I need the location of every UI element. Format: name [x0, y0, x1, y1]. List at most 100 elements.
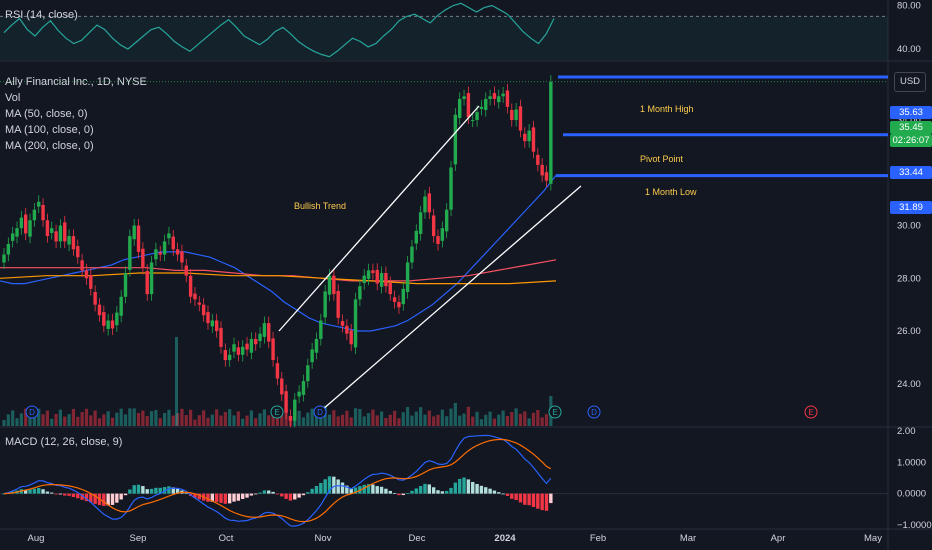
macd-histogram-bar — [214, 493, 219, 503]
volume-bar — [475, 411, 479, 426]
macd-histogram-bar — [245, 493, 249, 498]
macd-histogram-bar — [353, 487, 358, 494]
volume-bar — [505, 416, 510, 426]
volume-bar — [215, 409, 219, 426]
candle-body — [471, 120, 475, 122]
candle-body — [54, 231, 58, 242]
macd-histogram-bar — [436, 490, 440, 494]
volume-bar — [232, 415, 236, 426]
macd-histogram-bar — [284, 493, 288, 499]
price-tick-label: 28.00 — [897, 273, 921, 284]
volume-bar — [210, 414, 214, 426]
volume-bar — [106, 411, 110, 426]
macd-histogram-bar — [267, 490, 271, 494]
candle-body — [236, 347, 241, 355]
macd-histogram-bar — [58, 493, 63, 495]
candle-body — [6, 244, 11, 255]
macd-histogram-bar — [510, 493, 514, 499]
candle-body — [102, 312, 106, 326]
candle-body — [397, 302, 401, 308]
candle-body — [544, 172, 549, 181]
macd-histogram-bar — [462, 477, 466, 494]
macd-histogram-bar — [410, 490, 414, 494]
rsi-legend[interactable]: RSI (14, close) — [5, 9, 78, 21]
volume-bar — [141, 410, 145, 426]
macd-histogram-bar — [162, 487, 167, 494]
macd-legend[interactable]: MACD (12, 26, close, 9) — [5, 436, 123, 448]
candle-body — [336, 290, 340, 318]
candle-body — [123, 273, 128, 297]
volume-bar — [28, 416, 32, 426]
macd-histogram-bar — [63, 493, 67, 496]
candle-body — [379, 273, 384, 287]
volume-bar — [449, 408, 453, 426]
volume-bar — [527, 418, 531, 426]
volume-bar — [371, 409, 375, 426]
x-tick-label: May — [864, 533, 882, 544]
volume-bar — [332, 410, 336, 426]
ma200-legend[interactable]: MA (200, close, 0) — [5, 140, 94, 152]
macd-histogram-bar — [227, 493, 232, 504]
macd-histogram-bar — [24, 489, 28, 494]
volume-bar — [149, 411, 154, 426]
candle-body — [453, 114, 458, 165]
candle-body — [449, 167, 453, 210]
candle-body — [262, 323, 267, 337]
candle-body — [332, 275, 336, 295]
candle-body — [510, 110, 514, 121]
candle-body — [288, 415, 293, 421]
candle-body — [267, 323, 271, 342]
candle-body — [15, 228, 19, 237]
earnings-icon: E — [274, 408, 279, 417]
candle-body — [149, 262, 154, 295]
macd-histogram-bar — [184, 492, 188, 494]
ma100-legend[interactable]: MA (100, close, 0) — [5, 124, 94, 136]
x-tick-label: Mar — [680, 533, 696, 544]
candle-body — [319, 320, 323, 339]
volume-bar — [388, 414, 392, 426]
candles — [2, 75, 553, 428]
candle-body — [375, 269, 379, 284]
macd-histogram-bar — [102, 493, 106, 506]
currency-button[interactable]: USD — [894, 72, 926, 92]
macd-histogram-bar — [50, 492, 54, 494]
macd-histogram-bar — [479, 485, 484, 494]
macd-histogram-bar — [110, 493, 115, 505]
volume-bar — [366, 413, 371, 426]
candle-body — [371, 270, 375, 274]
ma50-legend[interactable]: MA (50, close, 0) — [5, 108, 88, 120]
candle-body — [110, 320, 115, 329]
candle-body — [440, 228, 445, 241]
candle-body — [462, 96, 466, 99]
symbol-title[interactable]: Ally Financial Inc., 1D, NYSE — [5, 76, 147, 88]
volume-bar — [158, 418, 162, 426]
volume-bar — [375, 415, 379, 426]
candle-body — [93, 292, 97, 305]
volume-bar — [384, 418, 388, 426]
volume-bar — [492, 418, 497, 426]
candle-body — [501, 93, 505, 97]
candle-body — [162, 241, 167, 255]
dividend-icon: D — [29, 408, 35, 417]
rsi-line — [3, 2, 555, 58]
volume-bar — [128, 408, 132, 426]
macd-histogram-bar — [301, 493, 306, 496]
volume-bar — [249, 410, 253, 426]
volume-bar — [393, 410, 397, 426]
pivot-price-tag: 33.44 — [890, 166, 932, 179]
candle-body — [223, 350, 228, 361]
candle-body — [314, 338, 319, 353]
candle-body — [232, 344, 236, 352]
candle-body — [414, 230, 418, 244]
candle-body — [466, 93, 471, 118]
macd-histogram-bar — [544, 493, 549, 511]
volume-bar — [427, 410, 431, 426]
macd-histogram-bar — [288, 493, 293, 501]
volume-bar — [531, 412, 536, 426]
macd-histogram-bar — [149, 488, 154, 494]
candle-body — [388, 283, 392, 295]
volume-legend[interactable]: Vol — [5, 92, 21, 104]
candle-body — [549, 81, 553, 184]
